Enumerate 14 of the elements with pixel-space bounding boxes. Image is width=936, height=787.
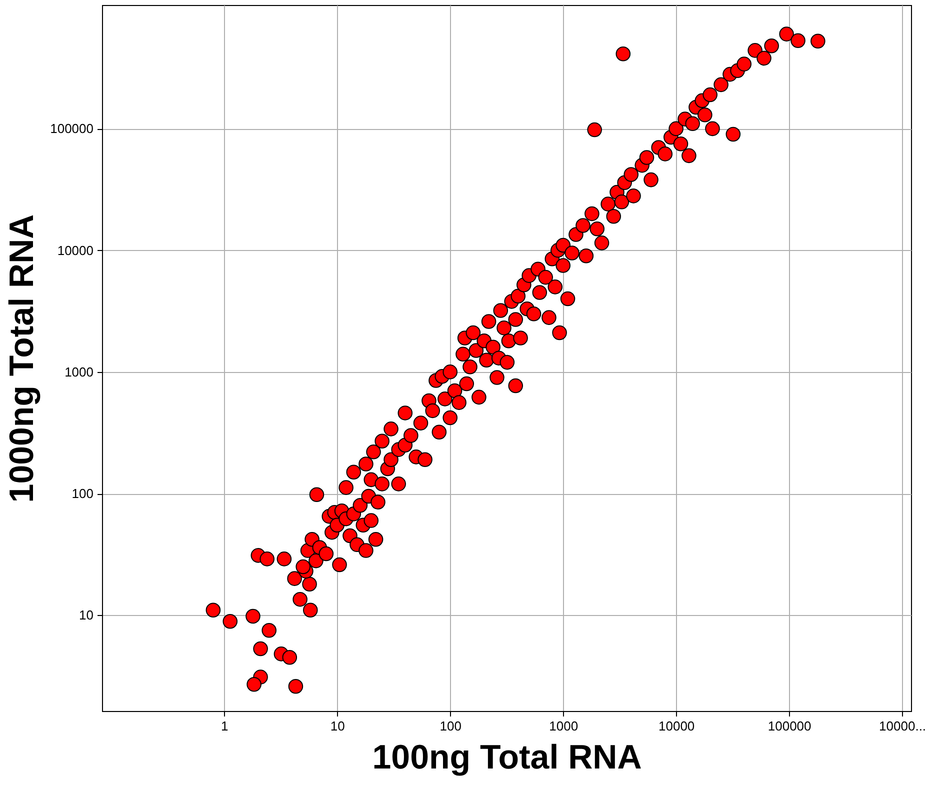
y-axis-title: 1000ng Total RNA (3, 214, 42, 503)
y-tick-label: 100 (72, 486, 94, 502)
y-tick-label: 100000 (50, 121, 94, 136)
x-tick-label: 100 (440, 718, 462, 734)
x-tick-label: 1000 (549, 718, 578, 734)
x-tick-label: 10 (330, 718, 345, 734)
x-tick-label: 10000 (658, 718, 695, 734)
y-tick-label: 10 (79, 608, 94, 623)
y-tick-label: 1000 (64, 364, 94, 380)
x-tick-label: 100000 (768, 718, 812, 734)
x-axis-title: 100ng Total RNA (372, 738, 642, 776)
x-tick-label: 10000... (879, 718, 926, 734)
x-tick-label: 1 (221, 718, 228, 734)
y-tick-label: 10000 (57, 242, 94, 258)
